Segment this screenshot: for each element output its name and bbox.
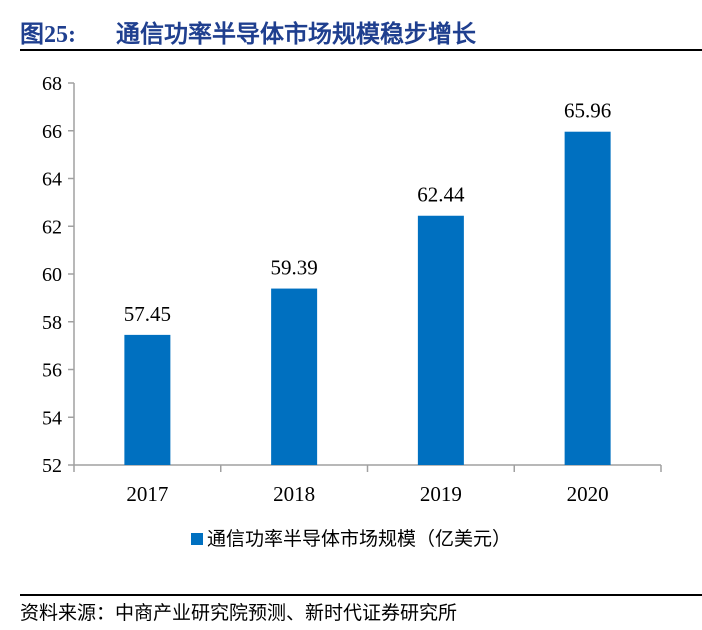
- bar-chart: 52 54 56 58 60 62 64 66 68 57.45 2017 59.39 2018 62.4…: [42, 73, 662, 506]
- y-tick-label: 56: [42, 360, 62, 382]
- bar-2018: [271, 288, 318, 465]
- data-label-2018: 59.39: [271, 256, 318, 280]
- x-tick-label-2020: 2020: [567, 482, 609, 506]
- legend-label: 通信功率半导体市场规模（亿美元）: [206, 529, 511, 550]
- y-tick-label: 64: [42, 169, 62, 191]
- bar-2019: [417, 215, 464, 465]
- top-rule: [20, 49, 702, 51]
- data-label-2017: 57.45: [124, 302, 171, 326]
- x-tick-label-2017: 2017: [126, 482, 168, 506]
- y-tick-label: 60: [42, 264, 62, 286]
- x-tick-label-2018: 2018: [273, 482, 315, 506]
- y-tick-label: 54: [42, 407, 62, 429]
- bottom-rule: [20, 594, 702, 596]
- figure-title: 图25: 通信功率半导体市场规模稳步增长: [20, 14, 476, 49]
- figure-label: 图25:: [20, 22, 76, 48]
- y-tick-label: 68: [42, 73, 62, 95]
- data-label-2020: 65.96: [564, 99, 611, 123]
- legend: 通信功率半导体市场规模（亿美元）: [0, 524, 702, 551]
- y-tick-label: 62: [42, 216, 62, 238]
- bar-2020: [564, 131, 611, 465]
- bar-2017: [124, 334, 171, 465]
- y-tick-label: 66: [42, 121, 62, 143]
- source-note: 资料来源：中商产业研究院预测、新时代证券研究所: [20, 603, 458, 624]
- y-tick-label: 58: [42, 312, 62, 334]
- legend-swatch: [190, 533, 203, 545]
- x-tick-label-2019: 2019: [420, 482, 462, 506]
- data-label-2019: 62.44: [417, 183, 465, 207]
- figure-title-text: 通信功率半导体市场规模稳步增长: [116, 22, 476, 48]
- y-tick-label: 52: [42, 455, 62, 477]
